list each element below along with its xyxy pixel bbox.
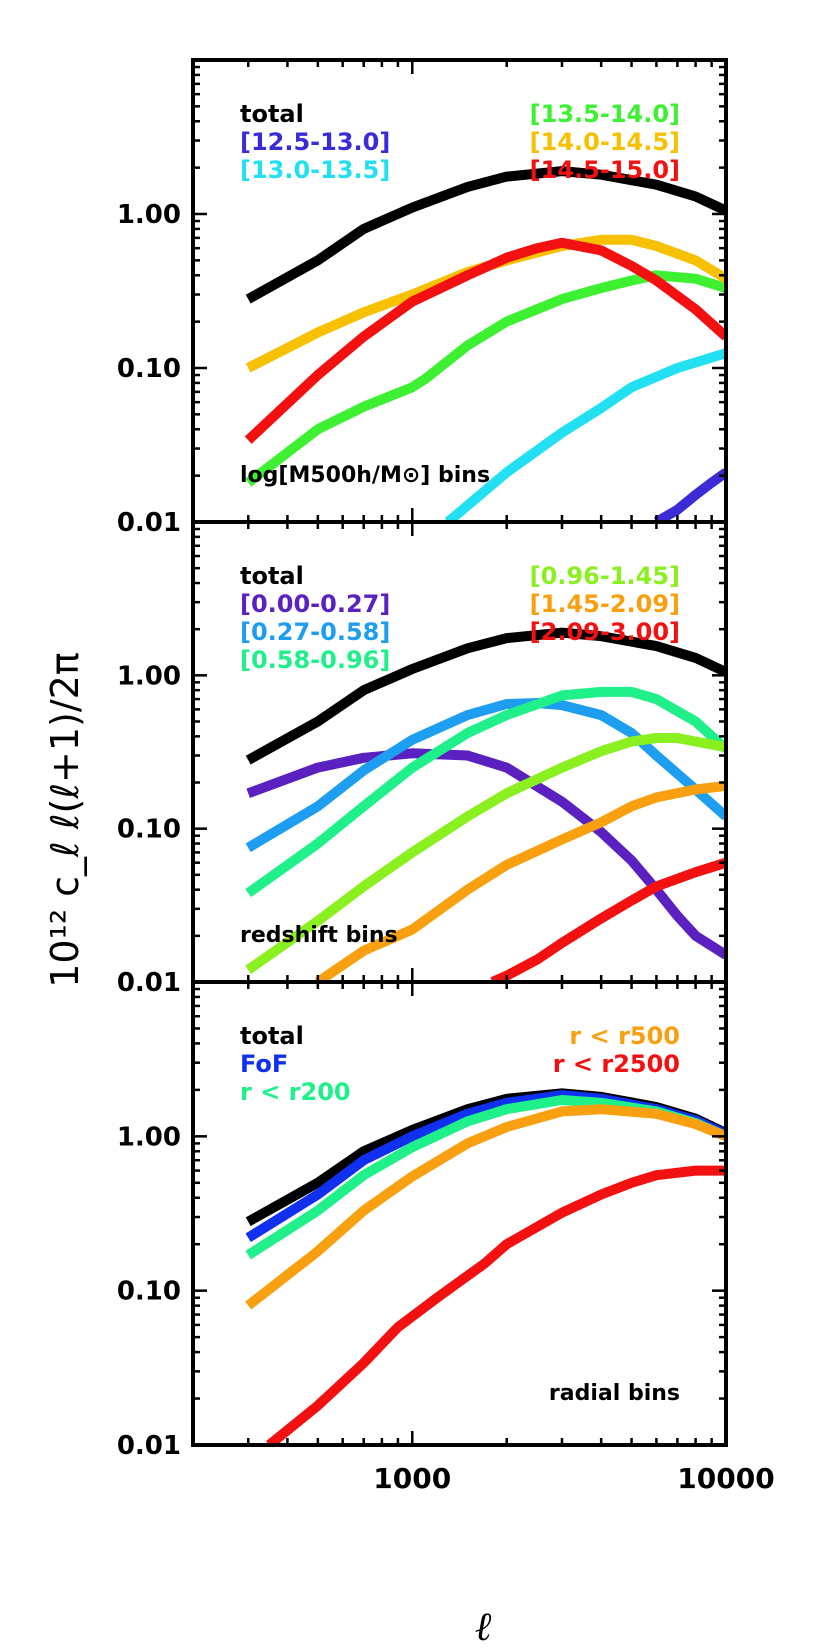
series-group <box>244 166 726 522</box>
panels: 0.010.101.00total[12.5-13.0][13.0-13.5][… <box>117 58 775 1495</box>
y-tick-label: 0.10 <box>117 1277 181 1307</box>
series-line-1-2 <box>653 468 726 522</box>
series-line-2-4 <box>245 686 726 898</box>
y-tick-label: 1.00 <box>117 661 181 691</box>
legend-entry: [0.27-0.58] <box>240 618 390 646</box>
axes-frame <box>191 980 728 1447</box>
legend-entry: [13.5-14.0] <box>530 100 680 128</box>
series-line-2-1 <box>245 627 726 765</box>
y-tick-label: 1.00 <box>117 1122 181 1152</box>
panel-annotation: log[M500h/M⊙] bins <box>240 463 490 488</box>
series-group <box>245 627 726 982</box>
y-tick-label: 0.01 <box>117 508 181 538</box>
legend-entry: r < r2500 <box>553 1050 680 1078</box>
x-tick-label: 10000 <box>677 1462 774 1495</box>
panel-annotation: redshift bins <box>240 923 398 948</box>
series-line-2-5 <box>245 733 726 974</box>
legend-entry: r < r200 <box>240 1078 351 1106</box>
panel-1: 0.01 0.10 1.00 total[12.5-13.0][13.0-13.5] [… <box>117 58 728 538</box>
legend-entry: [13.0-13.5] <box>240 156 390 184</box>
series-group <box>245 1088 726 1445</box>
series-line-1-3 <box>444 348 726 522</box>
y-tick-label: 0.01 <box>117 1431 181 1461</box>
x-axis-label: ℓ <box>475 1604 492 1650</box>
legend-entry: r < r500 <box>569 1022 680 1050</box>
series-line-2-6 <box>314 780 726 982</box>
legend-entry: [0.58-0.96] <box>240 646 390 674</box>
legend-entry: [2.09-3.00] <box>530 618 680 646</box>
x-tick-label: 1000 <box>373 1462 451 1495</box>
series-line-1-6 <box>244 237 726 444</box>
y-tick-label: 0.10 <box>117 815 181 845</box>
legend-entry: [12.5-13.0] <box>240 128 390 156</box>
y-tick-label: 1.00 <box>117 200 181 230</box>
legend-entry: [1.45-2.09] <box>530 590 680 618</box>
series-line-2-2 <box>246 748 726 960</box>
legend-entry: [14.0-14.5] <box>530 128 680 156</box>
series-line-3-4 <box>245 1104 726 1310</box>
panel-annotation: radial bins <box>549 1381 680 1406</box>
series-line-3-5 <box>266 1165 726 1445</box>
series-line-2-7 <box>490 857 726 982</box>
y-axis-label: 10¹² c_ℓ ℓ(ℓ+1)/2π <box>43 652 87 988</box>
legend-entry: total <box>240 100 304 128</box>
legend-entry: total <box>240 1022 304 1050</box>
y-tick-label: 0.10 <box>117 354 181 384</box>
legend-entry: [14.5-15.0] <box>530 156 680 184</box>
panel-2: 0.010.101.00total[0.00-0.27][0.27-0.58][… <box>117 520 728 998</box>
series-line-1-1 <box>245 166 726 304</box>
legend-entry: FoF <box>240 1050 288 1078</box>
legend-entry: [0.00-0.27] <box>240 590 390 618</box>
legend-entry: [0.96-1.45] <box>530 562 680 590</box>
legend-entry: total <box>240 562 304 590</box>
y-tick-label: 0.01 <box>117 968 181 998</box>
